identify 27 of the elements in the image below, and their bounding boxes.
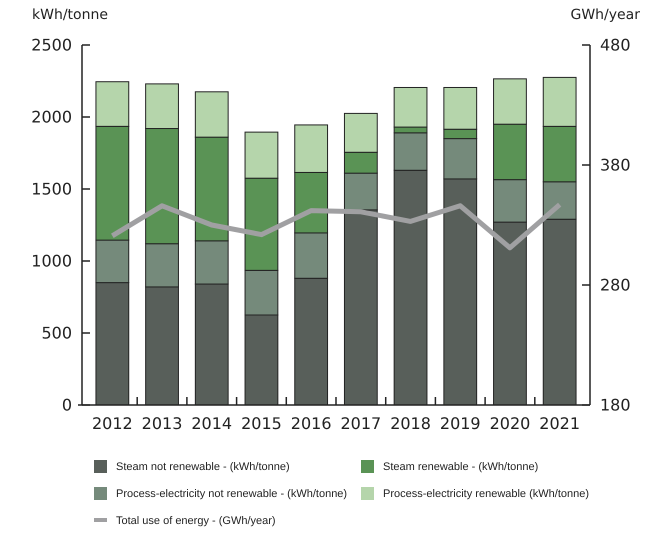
legend-label: Process-electricity not renewable - (kWh/tonne) [116, 488, 348, 500]
x-tick-label: 2020 [490, 414, 530, 433]
x-tick-label: 2016 [290, 414, 332, 433]
legend-label: Steam not renewable - (kWh/tonne) [116, 460, 290, 473]
x-tick-label: 2019 [440, 414, 481, 433]
y2-axis-title: GWh/year [570, 7, 640, 23]
y-axis-title: kWh/tonne [32, 7, 108, 23]
legend-label: Steam renewable - (kWh/tonne) [383, 460, 538, 473]
y-tick-label: 2500 [31, 36, 72, 55]
x-tick-label: 2015 [241, 414, 282, 433]
y-tick-label: 1000 [31, 252, 72, 271]
y-tick-label: 0 [62, 396, 72, 415]
y2-tick-label: 380 [600, 156, 631, 175]
x-tick-label: 2013 [142, 414, 182, 433]
y2-tick-label: 280 [600, 276, 631, 295]
y-tick-label: 500 [41, 324, 72, 343]
y2-tick-label: 480 [600, 36, 631, 55]
x-tick-label: 2021 [539, 414, 580, 433]
x-tick-label: 2018 [390, 414, 431, 433]
y-tick-label: 1500 [31, 180, 72, 199]
x-tick-label: 2014 [191, 414, 232, 433]
legend-label: Total use of energy - (GWh/year) [116, 514, 276, 527]
y-tick-label: 2000 [31, 108, 72, 127]
x-tick-label: 2012 [92, 414, 133, 433]
y2-tick-label: 180 [600, 396, 631, 415]
x-tick-label: 2017 [340, 414, 382, 433]
legend-label: Process-electricity renewable (kWh/tonne) [383, 488, 590, 500]
